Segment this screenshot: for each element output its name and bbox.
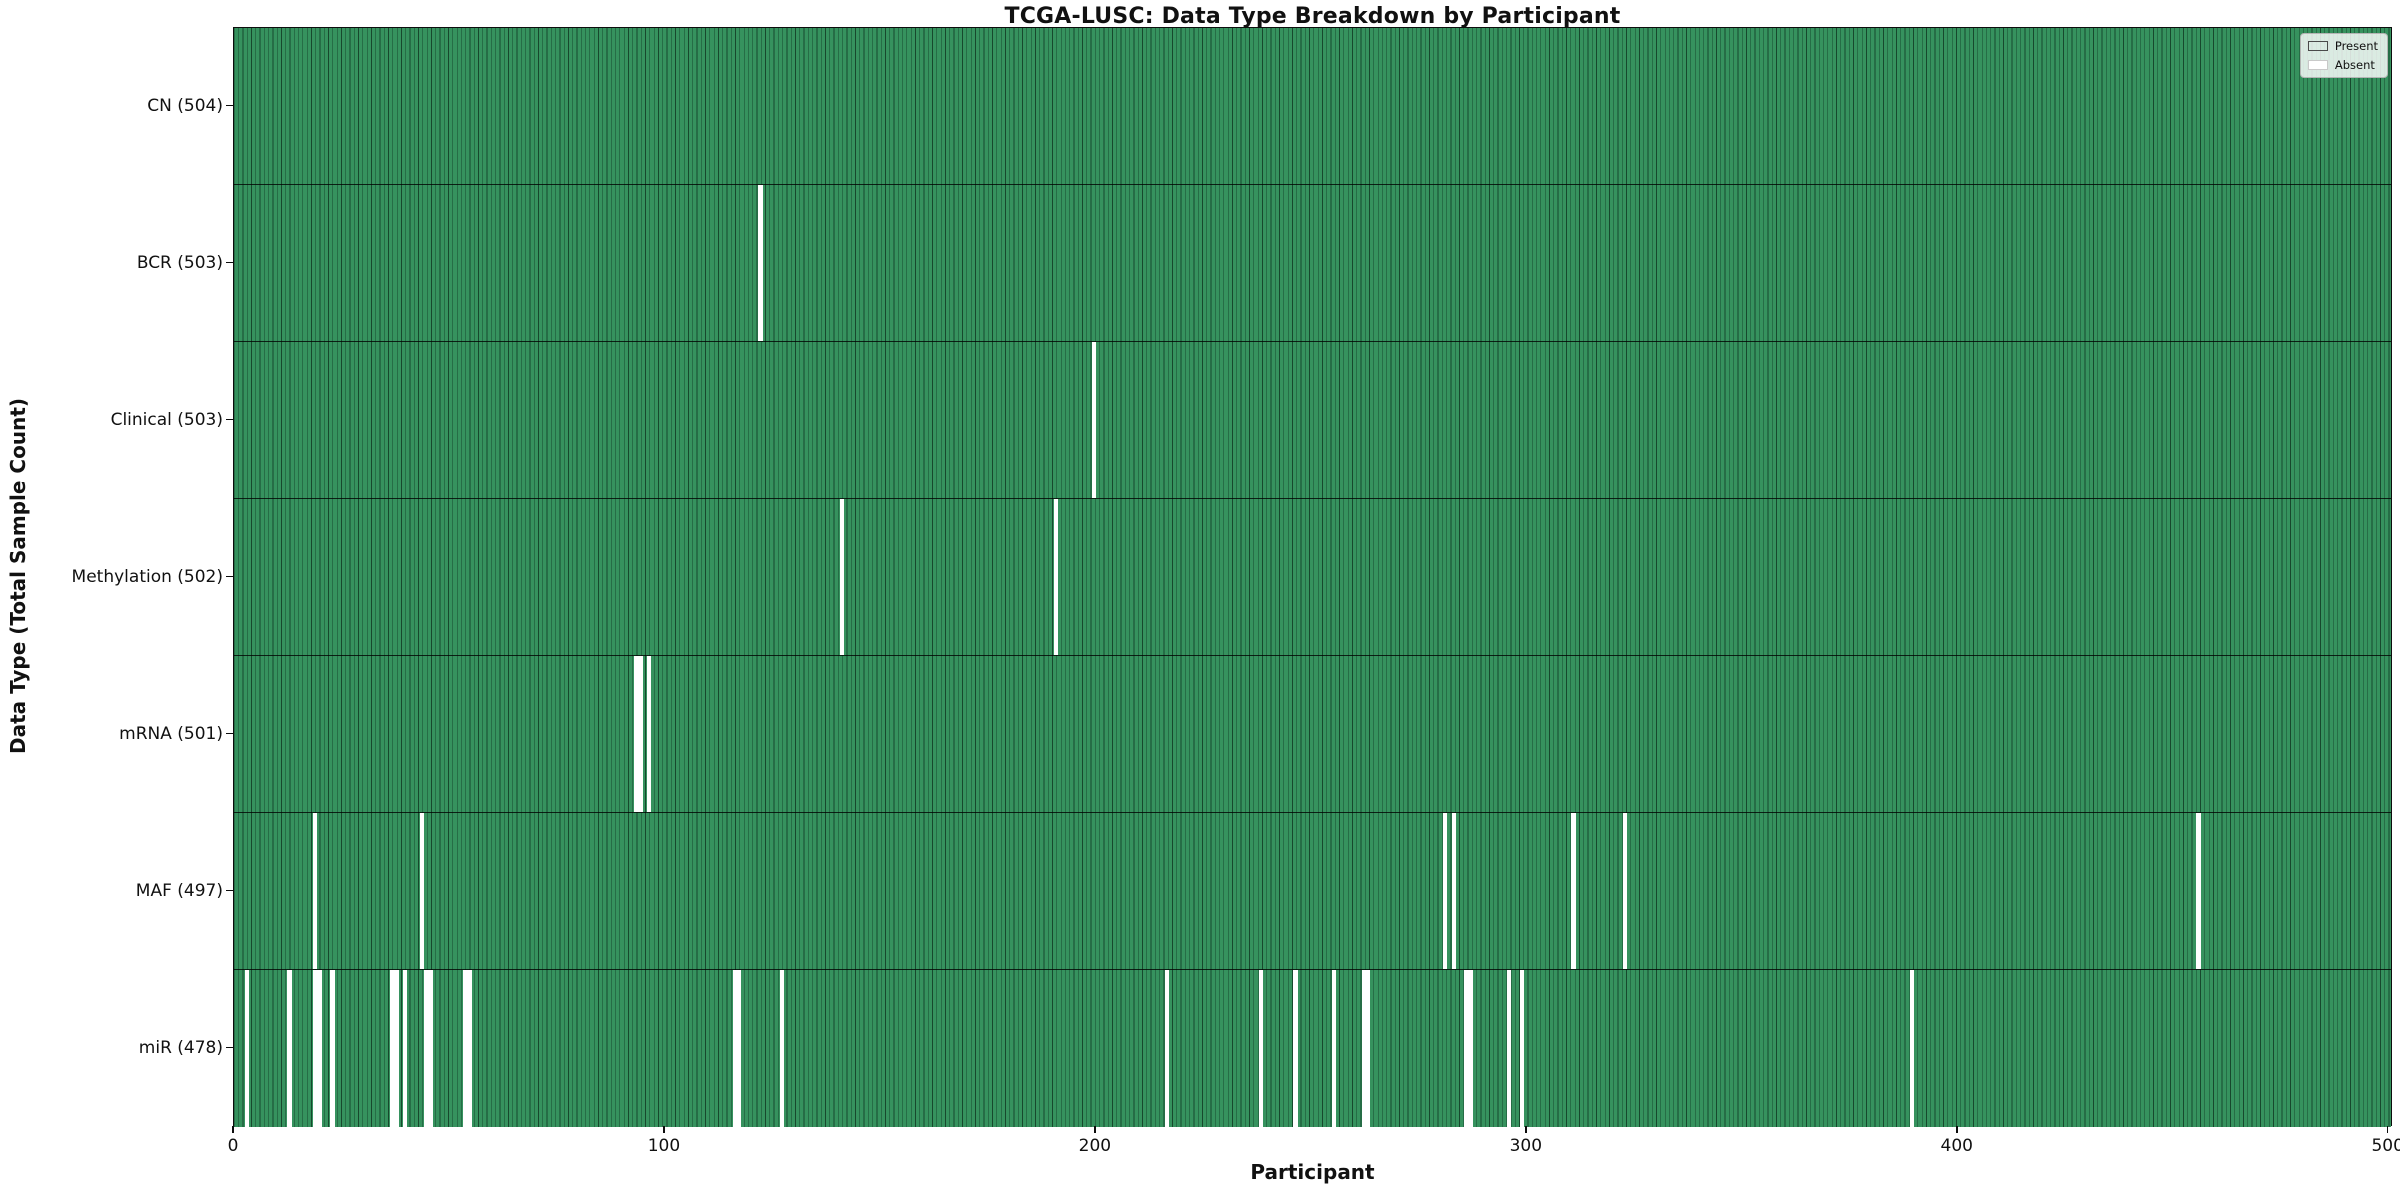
absent-bar	[287, 970, 292, 1127]
y-tick-mark	[226, 889, 233, 892]
absent-bar	[428, 970, 433, 1127]
row-maf	[234, 813, 2391, 970]
absent-bar	[1259, 970, 1264, 1127]
absent-bar	[1451, 813, 1456, 969]
absent-bar	[313, 813, 318, 969]
y-tick-label: Clinical (503)	[110, 409, 223, 430]
plot-area	[233, 27, 2392, 1127]
row-cn	[234, 28, 2391, 185]
y-tick-label: CN (504)	[147, 95, 223, 116]
legend-item-present: Present	[2307, 39, 2378, 53]
y-tick-label: miR (478)	[138, 1037, 223, 1058]
x-tick-label: 300	[1509, 1136, 1543, 1156]
legend-swatch-present-icon	[2307, 41, 2328, 51]
legend-swatch-absent-icon	[2307, 60, 2328, 70]
x-tick-mark	[2386, 1126, 2389, 1133]
absent-bar	[646, 656, 652, 812]
row-bcr	[234, 185, 2391, 342]
absent-bar	[313, 970, 318, 1127]
legend-label-present: Present	[2334, 39, 2378, 53]
y-tick-label: mRNA (501)	[119, 723, 223, 744]
y-tick-mark	[226, 104, 233, 107]
absent-bar	[420, 813, 425, 969]
x-tick-mark	[1094, 1126, 1096, 1133]
absent-bar	[638, 656, 643, 812]
absent-bar	[1293, 970, 1298, 1127]
row-mrna	[234, 656, 2391, 813]
x-tick-label: 500	[2371, 1136, 2400, 1156]
absent-bar	[1909, 970, 1914, 1127]
y-tick-mark	[226, 261, 233, 264]
x-axis-label: Participant	[1250, 1160, 1375, 1184]
row-mir	[234, 970, 2391, 1127]
absent-bar	[1571, 813, 1576, 969]
x-tick-label: 400	[1940, 1136, 1973, 1156]
absent-bar	[1331, 970, 1337, 1127]
absent-bar	[1443, 813, 1448, 969]
absent-bar	[2196, 813, 2201, 969]
legend: Present Absent	[2299, 33, 2388, 78]
absent-bar	[758, 185, 763, 341]
y-tick-mark	[226, 1046, 233, 1049]
absent-bar	[1365, 970, 1371, 1127]
x-tick-label: 0	[227, 1136, 239, 1156]
absent-bar	[1361, 970, 1366, 1127]
y-tick-mark	[226, 575, 233, 578]
x-tick-mark	[663, 1126, 665, 1133]
x-tick-label: 200	[1078, 1136, 1112, 1156]
absent-bar	[244, 970, 249, 1127]
absent-bar	[424, 970, 429, 1127]
absent-bar	[462, 970, 468, 1127]
absent-bar	[1507, 970, 1512, 1127]
y-tick-label: MAF (497)	[135, 880, 223, 901]
absent-bar	[317, 970, 322, 1127]
absent-bar	[732, 970, 737, 1127]
absent-bar	[634, 656, 639, 812]
chart-title: TCGA-LUSC: Data Type Breakdown by Partic…	[1004, 4, 1621, 29]
absent-bar	[1520, 970, 1525, 1127]
absent-bar	[1053, 499, 1058, 655]
absent-bar	[1464, 970, 1469, 1127]
row-clinical	[234, 342, 2391, 499]
y-tick-mark	[226, 418, 233, 421]
absent-bar	[330, 970, 335, 1127]
absent-bar	[1092, 342, 1097, 498]
legend-label-absent: Absent	[2334, 58, 2375, 72]
absent-bar	[779, 970, 784, 1127]
y-tick-label: Methylation (502)	[71, 566, 223, 587]
absent-bar	[403, 970, 408, 1127]
row-methylation	[234, 499, 2391, 656]
absent-bar	[1164, 970, 1170, 1127]
legend-item-absent: Absent	[2307, 58, 2378, 72]
x-tick-mark	[232, 1126, 234, 1133]
absent-bar	[390, 970, 395, 1127]
absent-bar	[467, 970, 472, 1127]
absent-bar	[736, 970, 742, 1127]
y-tick-label: BCR (503)	[136, 252, 223, 273]
absent-bar	[839, 499, 844, 655]
absent-bar	[394, 970, 399, 1127]
absent-bar	[1622, 813, 1628, 969]
x-tick-mark	[1525, 1126, 1527, 1133]
absent-bar	[1468, 970, 1473, 1127]
y-axis-label: Data Type (Total Sample Count)	[6, 397, 30, 755]
y-tick-mark	[226, 732, 233, 735]
x-tick-label: 100	[647, 1136, 681, 1156]
x-tick-mark	[1955, 1126, 1958, 1133]
